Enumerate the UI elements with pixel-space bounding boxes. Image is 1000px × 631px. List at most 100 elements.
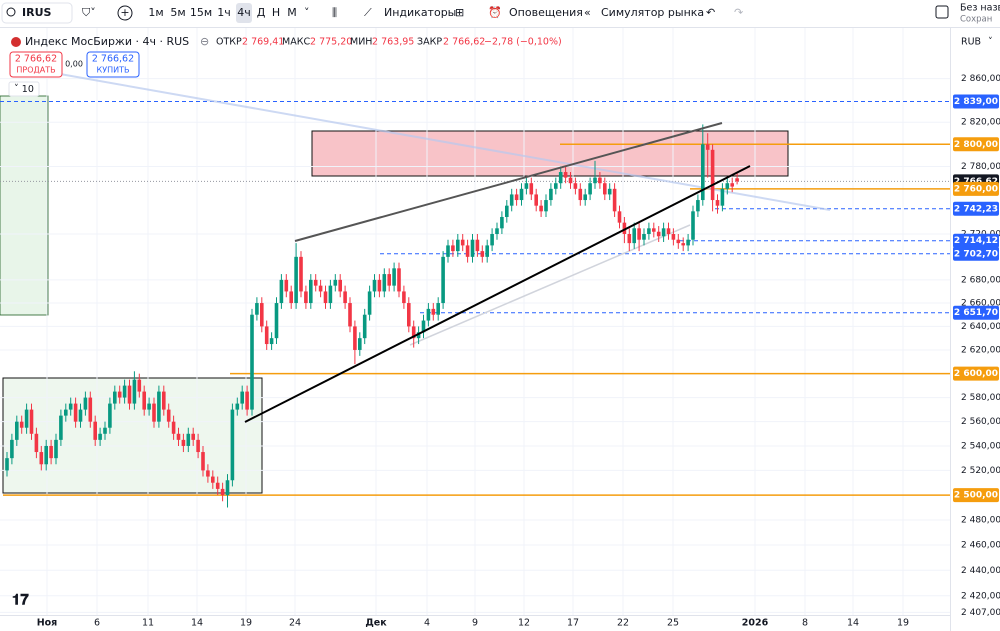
candle-body — [725, 183, 730, 189]
candle-body — [353, 326, 357, 350]
redo[interactable]: ↷ — [734, 6, 743, 19]
layout-name[interactable]: Без назв — [960, 3, 1000, 14]
candle-body — [318, 285, 323, 292]
indicator-toggle[interactable] — [8, 81, 40, 97]
candle-body — [392, 268, 396, 286]
compare-icon[interactable]: ⛉˅ — [82, 6, 96, 19]
x-tick-label: 19 — [897, 618, 909, 629]
candle-body — [509, 194, 514, 206]
add-symbol-plus: + — [120, 6, 129, 19]
x-tick-label: 12 — [518, 618, 530, 629]
candle-body — [377, 279, 382, 292]
candle-body — [49, 445, 53, 459]
candle-body — [720, 188, 725, 206]
price-tag — [953, 94, 999, 109]
candle-body — [475, 239, 480, 252]
interval-button[interactable]: Д — [257, 6, 266, 19]
x-tick-label: 14 — [191, 618, 203, 629]
candle-body — [519, 188, 524, 201]
candle-body — [701, 144, 705, 201]
buy-button[interactable] — [86, 51, 140, 78]
search-icon — [6, 7, 16, 17]
symbol[interactable]: IRUS — [22, 6, 51, 19]
x-tick-label: 25 — [667, 618, 679, 629]
candle-body — [544, 200, 548, 212]
price-tag-label: 2 600,00 — [954, 369, 998, 379]
candle-body — [411, 326, 416, 339]
candle-body — [10, 439, 14, 459]
undo[interactable]: ↶ — [706, 6, 715, 19]
open-value: 2 769,41 — [242, 37, 284, 48]
y-tick-label: 2 580,00 — [961, 393, 1000, 403]
x-tick-label: 2026 — [742, 618, 769, 629]
legend-title[interactable]: Индекс МосБиржи · 4ч · RUS — [25, 35, 189, 48]
candle-body — [113, 391, 117, 404]
indicators-button[interactable]: Индикаторы — [384, 6, 456, 19]
x-tick-label: 6 — [94, 618, 100, 629]
y-tick-label: 2 440,00 — [961, 566, 1000, 576]
candle-body — [181, 439, 186, 446]
interval-button[interactable]: Н — [272, 6, 280, 19]
y-tick-label: 2 680,00 — [961, 275, 1000, 285]
chart-type-icon[interactable]: ⫼ — [332, 6, 337, 19]
y-tick-label: 2 560,00 — [961, 417, 1000, 427]
y-tick-label: 2 460,00 — [961, 541, 1000, 551]
candle-body — [225, 480, 230, 496]
candle-body — [348, 303, 352, 327]
interval-button[interactable]: 1м — [148, 6, 163, 19]
tv-logo[interactable]: 𝟏𝟕 — [12, 591, 29, 609]
candle-body — [505, 205, 509, 217]
interval-button[interactable]: 15м — [190, 6, 212, 19]
replay-button[interactable]: Симулятор рынка — [601, 6, 704, 19]
interval-menu[interactable]: ˅ — [304, 6, 310, 19]
candle-body — [588, 183, 592, 195]
candle-body — [132, 379, 137, 404]
candle-body — [524, 183, 529, 189]
y-tick-label: 2 640,00 — [961, 322, 1000, 332]
open-label: ОТКР — [216, 37, 242, 48]
candle-body — [710, 149, 715, 201]
interval-button[interactable]: 1ч — [217, 6, 231, 19]
sell-button[interactable] — [9, 51, 63, 78]
price-tag-label: 2 742,23 — [954, 204, 998, 214]
interval-button[interactable]: М — [287, 6, 297, 19]
spread: 0,00 — [65, 60, 83, 69]
candle-body — [83, 397, 88, 410]
legend-eye[interactable]: ⊖ — [200, 35, 209, 48]
candle-body — [333, 279, 338, 286]
candle-body — [426, 308, 431, 321]
candle-body — [514, 194, 519, 201]
candle-body — [24, 409, 29, 428]
candle-body — [98, 433, 102, 440]
trend-line — [409, 224, 691, 346]
candle-body — [656, 231, 661, 237]
replay-icon: « — [584, 6, 591, 19]
candle-body — [686, 239, 690, 246]
buy-label: КУПИТЬ — [97, 66, 130, 75]
alerts-button[interactable]: Оповещения — [509, 6, 583, 19]
candle-body — [201, 452, 205, 471]
candle-body — [583, 194, 587, 201]
trend-line — [244, 165, 751, 423]
candle-body — [637, 228, 641, 240]
candle-body — [313, 279, 318, 286]
save-status[interactable]: Сохран — [960, 15, 992, 25]
candle-body — [44, 445, 48, 465]
interval-button[interactable]: 5м — [170, 6, 185, 19]
candle-body — [196, 439, 200, 453]
templates-icon[interactable]: ⊞ — [455, 6, 464, 19]
candle-body — [338, 279, 342, 292]
interval-button[interactable]: 4ч — [237, 6, 251, 19]
candle-body — [372, 279, 377, 292]
candle-body — [108, 403, 112, 428]
candle-body — [230, 409, 235, 481]
candle-body — [269, 338, 274, 345]
layout-icon[interactable] — [935, 5, 949, 19]
symbol-search[interactable] — [1, 2, 73, 24]
candle-body — [328, 285, 333, 304]
low-value: 2 763,95 — [372, 37, 414, 48]
x-tick-label: 24 — [289, 618, 301, 629]
currency[interactable]: RUB — [961, 37, 981, 48]
candle-body — [264, 326, 269, 345]
add-symbol[interactable] — [117, 5, 133, 21]
